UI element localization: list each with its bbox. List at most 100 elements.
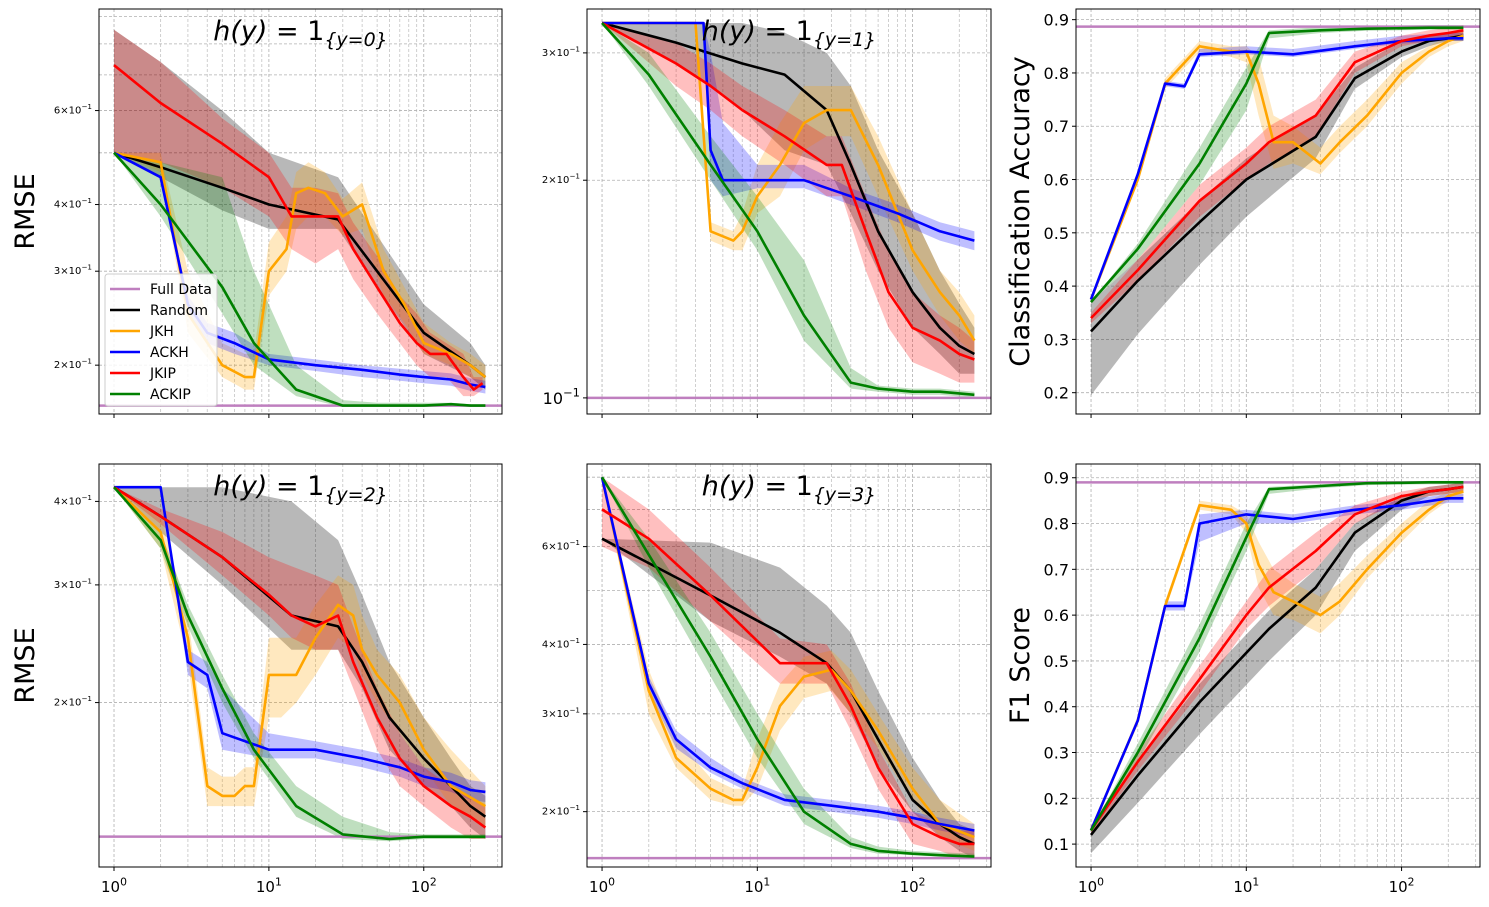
- y-tick-label: 0.6: [1044, 606, 1069, 625]
- x-tick-label: 100: [101, 875, 127, 896]
- panel-title: h(y) = 1{y=3}: [702, 471, 877, 506]
- band-random: [1091, 482, 1464, 854]
- plot-area: [587, 476, 991, 860]
- panel-title: h(y) = 1{y=2}: [213, 471, 388, 506]
- band-ackip: [602, 23, 975, 398]
- band-jkh: [602, 477, 975, 851]
- y-tick-label: 0.4: [1044, 698, 1069, 717]
- x-tick-label: 100: [1078, 875, 1104, 896]
- band-jkip: [114, 29, 483, 397]
- band-jkh: [1091, 486, 1464, 831]
- y-tick-label: 0.8: [1044, 64, 1069, 83]
- panel-title: h(y) = 1{y=0}: [213, 16, 388, 51]
- y-tick-label: 3×10−1: [542, 44, 580, 59]
- series-line-jkip: [1089, 485, 1464, 832]
- y-tick-label: 4×10−1: [542, 636, 580, 651]
- band-ackh: [602, 23, 975, 251]
- y-tick-label: 0.5: [1044, 224, 1069, 243]
- axes-frame: [1075, 8, 1481, 415]
- grid: [99, 464, 502, 867]
- panel-p5: 100 101 102 2×10−1 3×10−1 4×10−1 6×10−1 h(y) = …: [542, 463, 992, 896]
- series-line-ackip: [601, 22, 975, 397]
- band-jkh: [602, 23, 975, 354]
- legend-label: ACKH: [150, 345, 189, 361]
- plot-area: [1076, 25, 1480, 396]
- x-tick-label: 102: [900, 875, 926, 896]
- band-jkip: [602, 477, 975, 859]
- x-tick-label: 101: [1233, 875, 1259, 896]
- series-line-ackh: [1089, 36, 1464, 300]
- axes-frame: [586, 463, 992, 868]
- series-line-ackip: [113, 151, 486, 407]
- series-line-random: [601, 537, 975, 846]
- y-tick-label: 4×10−1: [54, 196, 92, 211]
- band-ackh: [114, 487, 486, 802]
- series-line-jkh: [1089, 34, 1464, 300]
- y-tick-label: 0.6: [1044, 171, 1069, 190]
- series-line-ackh: [602, 21, 975, 242]
- y-axis-label: F1 Score: [1005, 607, 1036, 724]
- series-line-ackh: [1089, 496, 1464, 831]
- series-line-ackip: [1090, 26, 1464, 303]
- plot-area: [1076, 480, 1480, 854]
- y-tick-label: 0.9: [1044, 11, 1069, 30]
- y-tick-label: 4×10−1: [54, 493, 92, 508]
- y-tick-label: 0.7: [1044, 117, 1069, 136]
- y-tick-label: 0.7: [1044, 560, 1069, 579]
- y-axis-label: RMSE: [10, 627, 41, 703]
- y-axis-label: RMSE: [10, 173, 41, 249]
- series-line-jkip: [601, 21, 975, 361]
- y-tick-label: 2×10−1: [542, 172, 580, 187]
- series-line-random: [601, 21, 976, 356]
- series-line-jkh: [1089, 490, 1464, 831]
- series-line-jkh: [600, 476, 975, 839]
- axes-frame: [1075, 463, 1481, 868]
- y-tick-label: 2×10−1: [54, 694, 92, 709]
- panel-title: h(y) = 1{y=1}: [702, 16, 877, 51]
- y-tick-label: 3×10−1: [54, 263, 92, 278]
- panel-p3: 0.2 0.3 0.4 0.5 0.6 0.7 0.8 0.9 Classification A…: [1005, 8, 1481, 418]
- series-line-jkip: [113, 486, 487, 829]
- band-ackip: [602, 477, 975, 859]
- grid: [1076, 9, 1480, 414]
- y-tick-label: 6×10−1: [542, 538, 580, 553]
- grid: [1076, 464, 1480, 867]
- series-line-jkip: [113, 64, 484, 391]
- series-line-ackh: [600, 476, 975, 832]
- y-tick-label: 0.5: [1044, 652, 1069, 671]
- axes-frame: [98, 463, 503, 868]
- band-random: [1091, 30, 1464, 396]
- band-jkh: [1091, 30, 1464, 300]
- legend-label: ACKIP: [150, 387, 191, 403]
- series-line-jkh: [113, 486, 487, 808]
- band-random: [114, 29, 486, 390]
- panel-p2: 10−1 2×10−1 3×10−1 h(y) = 1{y=1}: [542, 8, 992, 418]
- y-tick-label: 6×10−1: [54, 102, 92, 117]
- series-line-jkip: [601, 508, 975, 846]
- plot-area: [587, 21, 991, 400]
- series-line-jkh: [602, 21, 976, 342]
- y-tick-label: 0.4: [1044, 277, 1069, 296]
- x-tick-label: 102: [411, 875, 437, 896]
- panel-p4: 100 101 102 2×10−1 3×10−1 4×10−1 h(y) = 1{y=2}…: [10, 463, 503, 896]
- y-tick-label: 0.3: [1044, 744, 1069, 763]
- band-ackh: [602, 477, 975, 838]
- y-tick-label: 10−1: [543, 386, 580, 408]
- x-tick-label: 101: [256, 875, 282, 896]
- y-tick-label: 2×10−1: [54, 357, 92, 372]
- series-line-ackip: [1089, 480, 1464, 832]
- series-line-ackip: [113, 486, 486, 841]
- legend-label: Full Data: [150, 282, 212, 298]
- y-tick-label: 0.8: [1044, 515, 1069, 534]
- legend-label: Random: [150, 303, 208, 319]
- y-tick-label: 3×10−1: [542, 705, 580, 720]
- panel-p1: 2×10−1 3×10−1 4×10−1 6×10−1 h(y) = 1{y=0} RMS…: [10, 8, 503, 418]
- legend-label: JKH: [149, 324, 174, 340]
- band-jkip: [602, 23, 975, 383]
- y-tick-label: 0.2: [1044, 384, 1069, 403]
- y-tick-label: 0.2: [1044, 789, 1069, 808]
- grid: [99, 9, 502, 414]
- series-line-jkh: [113, 151, 487, 379]
- axes-frame: [586, 8, 992, 415]
